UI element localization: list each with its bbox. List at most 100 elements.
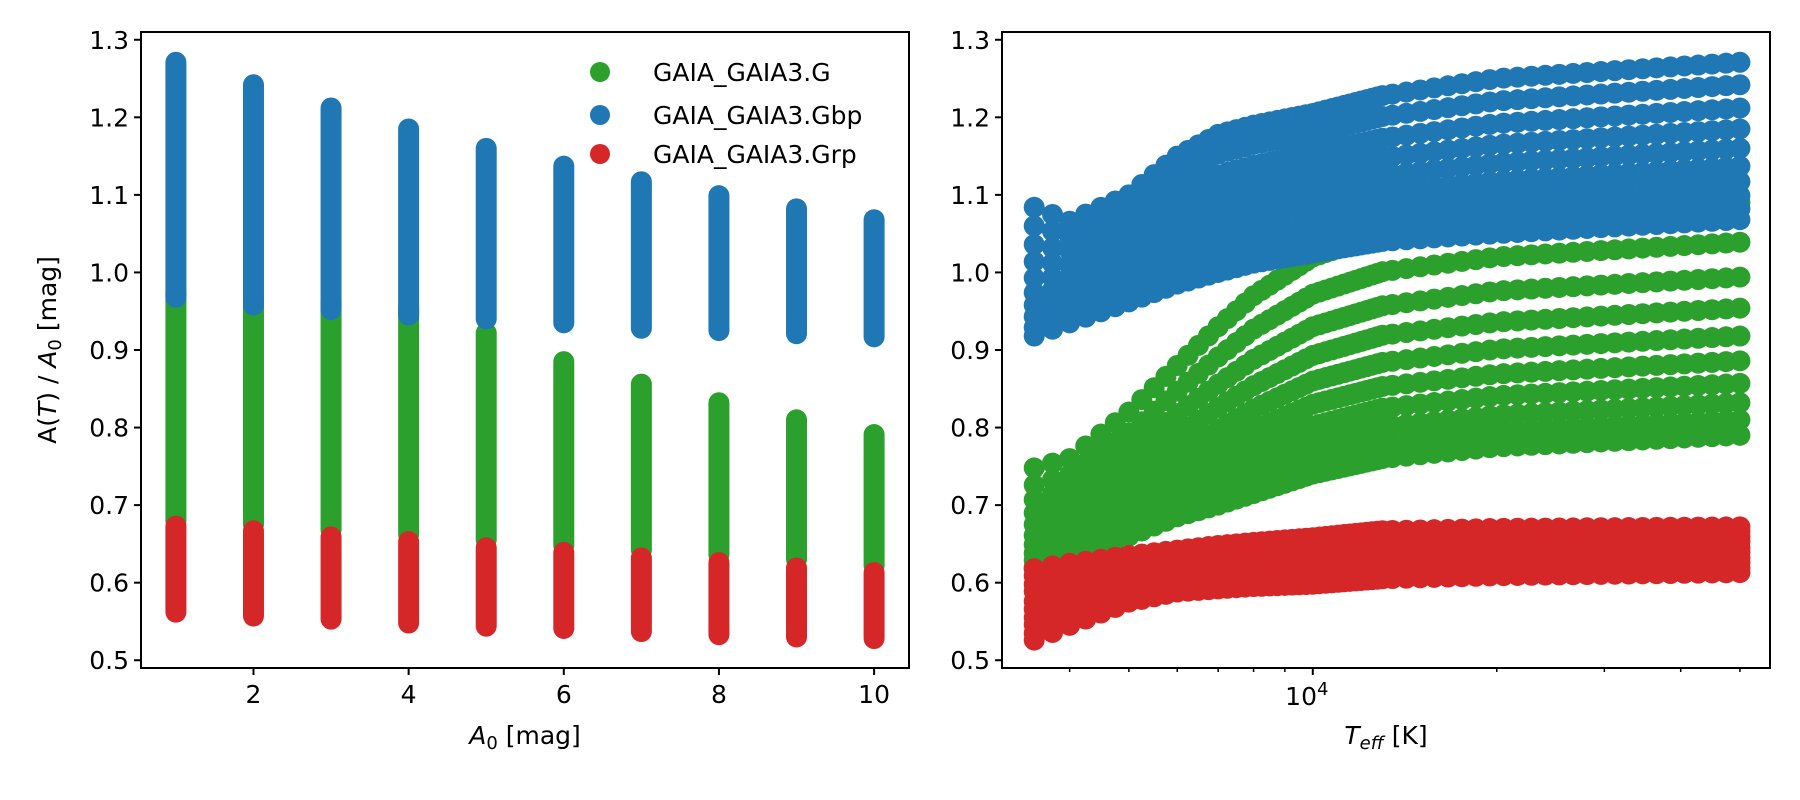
data-point <box>1729 209 1751 231</box>
y-tick-label: 1.2 <box>89 103 129 132</box>
data-point <box>1042 318 1064 340</box>
legend-label-gbp: GAIA_GAIA3.Gbp <box>653 101 862 130</box>
data-point <box>1729 562 1751 584</box>
y-label-mid: ) / <box>33 368 62 402</box>
left-x-ticks: 2 4 6 8 10 <box>246 668 890 709</box>
y-tick-label: 0.6 <box>950 569 990 598</box>
y-tick-label: 0.9 <box>950 336 990 365</box>
series-gaia-gaia3-grp <box>1023 516 1751 651</box>
y-label-a: A <box>33 351 62 370</box>
y-tick-label: 1.0 <box>89 258 129 287</box>
right-y-ticks: 0.5 0.6 0.7 0.8 0.9 1.0 1.1 1.2 1.3 <box>950 26 1002 675</box>
legend-label-grp: GAIA_GAIA3.Grp <box>653 140 857 169</box>
y-tick-label: 0.9 <box>89 336 129 365</box>
data-point <box>1729 409 1751 431</box>
legend-item-grp: GAIA_GAIA3.Grp <box>590 140 857 169</box>
x-label-var: T <box>1344 721 1361 750</box>
y-tick-label: 0.6 <box>89 569 129 598</box>
data-point <box>1729 118 1751 140</box>
legend-marker-g <box>590 62 610 82</box>
data-point <box>1729 51 1751 73</box>
x-tick-label: 4 <box>401 680 417 709</box>
data-point <box>1042 204 1064 225</box>
y-tick-label: 1.2 <box>950 103 990 132</box>
left-y-axis-label: A(T) / A0 [mag] <box>33 256 66 444</box>
y-tick-label: 1.3 <box>950 26 990 55</box>
data-point <box>1023 457 1045 479</box>
data-point <box>1729 137 1751 159</box>
legend-item-gbp: GAIA_GAIA3.Gbp <box>590 101 862 130</box>
data-point <box>1059 210 1081 232</box>
curve-gaia-gaia3-gbp-a0-2 <box>1023 74 1751 247</box>
data-point <box>1729 392 1751 414</box>
data-point <box>1023 474 1045 496</box>
y-label-var: T <box>33 400 62 417</box>
y-tick-label: 0.7 <box>950 491 990 520</box>
data-point <box>1059 614 1081 636</box>
right-axes-frame <box>1001 31 1771 669</box>
data-point <box>1729 97 1751 119</box>
data-point <box>1729 325 1751 347</box>
x-label-unit: [mag] <box>498 721 581 750</box>
curve-gaia-gaia3-gbp-a0-3 <box>1023 97 1751 262</box>
legend: GAIA_GAIA3.G GAIA_GAIA3.Gbp GAIA_GAIA3.G… <box>590 58 862 169</box>
x-tick-label: 104 <box>1285 679 1328 712</box>
data-point <box>1023 215 1045 237</box>
y-tick-label: 0.5 <box>89 646 129 675</box>
left-y-ticks: 0.5 0.6 0.7 0.8 0.9 1.0 1.1 1.2 1.3 <box>89 26 141 675</box>
legend-item-g: GAIA_GAIA3.G <box>590 58 831 87</box>
data-point <box>1059 464 1081 486</box>
left-plot-area <box>165 51 885 650</box>
y-tick-label: 1.1 <box>89 181 129 210</box>
x-tick-label: 2 <box>246 680 262 709</box>
data-point <box>1059 225 1081 247</box>
data-point <box>1729 231 1751 253</box>
data-point <box>1729 266 1751 288</box>
left-x-axis-label: A0 [mag] <box>467 721 581 754</box>
y-tick-label: 1.0 <box>950 258 990 287</box>
x-tick-label: 6 <box>556 680 572 709</box>
y-tick-label: 0.8 <box>89 414 129 443</box>
legend-label-g: GAIA_GAIA3.G <box>653 58 831 87</box>
data-point <box>1059 312 1081 334</box>
curve-gaia-gaia3-grp-a0-10 <box>1023 562 1751 651</box>
left-axes-frame <box>140 31 910 669</box>
y-label-pre: A( <box>33 417 62 444</box>
data-point <box>1729 350 1751 372</box>
x-label-var: A <box>467 721 486 750</box>
right-x-axis-label: Teff [K] <box>1344 721 1427 754</box>
curve-gaia-gaia3-g-a0-3 <box>1023 266 1751 511</box>
curve-gaia-gaia3-gbp-a0-10 <box>1023 209 1751 347</box>
data-point <box>1042 621 1064 643</box>
data-point <box>1042 220 1064 242</box>
data-point <box>1729 424 1751 446</box>
x-tick-label: 10 <box>858 680 890 709</box>
left-panel: 0.50.60.70.80.91.01.11.21.3 2 4 6 8 10 A0 [m… <box>33 26 910 754</box>
series-gaia-gaia3-gbp <box>1023 51 1751 347</box>
y-tick-label: 1.3 <box>89 26 129 55</box>
data-point <box>1042 452 1064 474</box>
data-point <box>1042 237 1064 259</box>
legend-marker-gbp <box>590 105 610 125</box>
x-label-sub: eff <box>1360 733 1386 754</box>
right-x-ticks: 104 <box>1068 668 1741 712</box>
data-point <box>1023 234 1045 256</box>
y-tick-label: 0.7 <box>89 491 129 520</box>
curve-gaia-gaia3-g-a0-2 <box>1023 231 1751 496</box>
series-gaia-gaia3-grp <box>165 515 885 650</box>
curve-gaia-gaia3-g-a0-10 <box>1023 424 1751 578</box>
data-point <box>1023 325 1045 347</box>
x-label-sub: 0 <box>486 733 497 754</box>
data-point <box>1023 196 1045 218</box>
data-point <box>1023 267 1045 289</box>
y-tick-label: 0.8 <box>950 414 990 443</box>
data-point <box>1729 74 1751 96</box>
data-point <box>1042 469 1064 491</box>
y-label-unit: [mag] <box>33 256 62 339</box>
y-label-sub: 0 <box>45 339 66 350</box>
data-point <box>1023 251 1045 273</box>
right-plot-area <box>1023 51 1751 651</box>
x-tick-label: 8 <box>711 680 727 709</box>
data-point <box>1059 448 1081 470</box>
